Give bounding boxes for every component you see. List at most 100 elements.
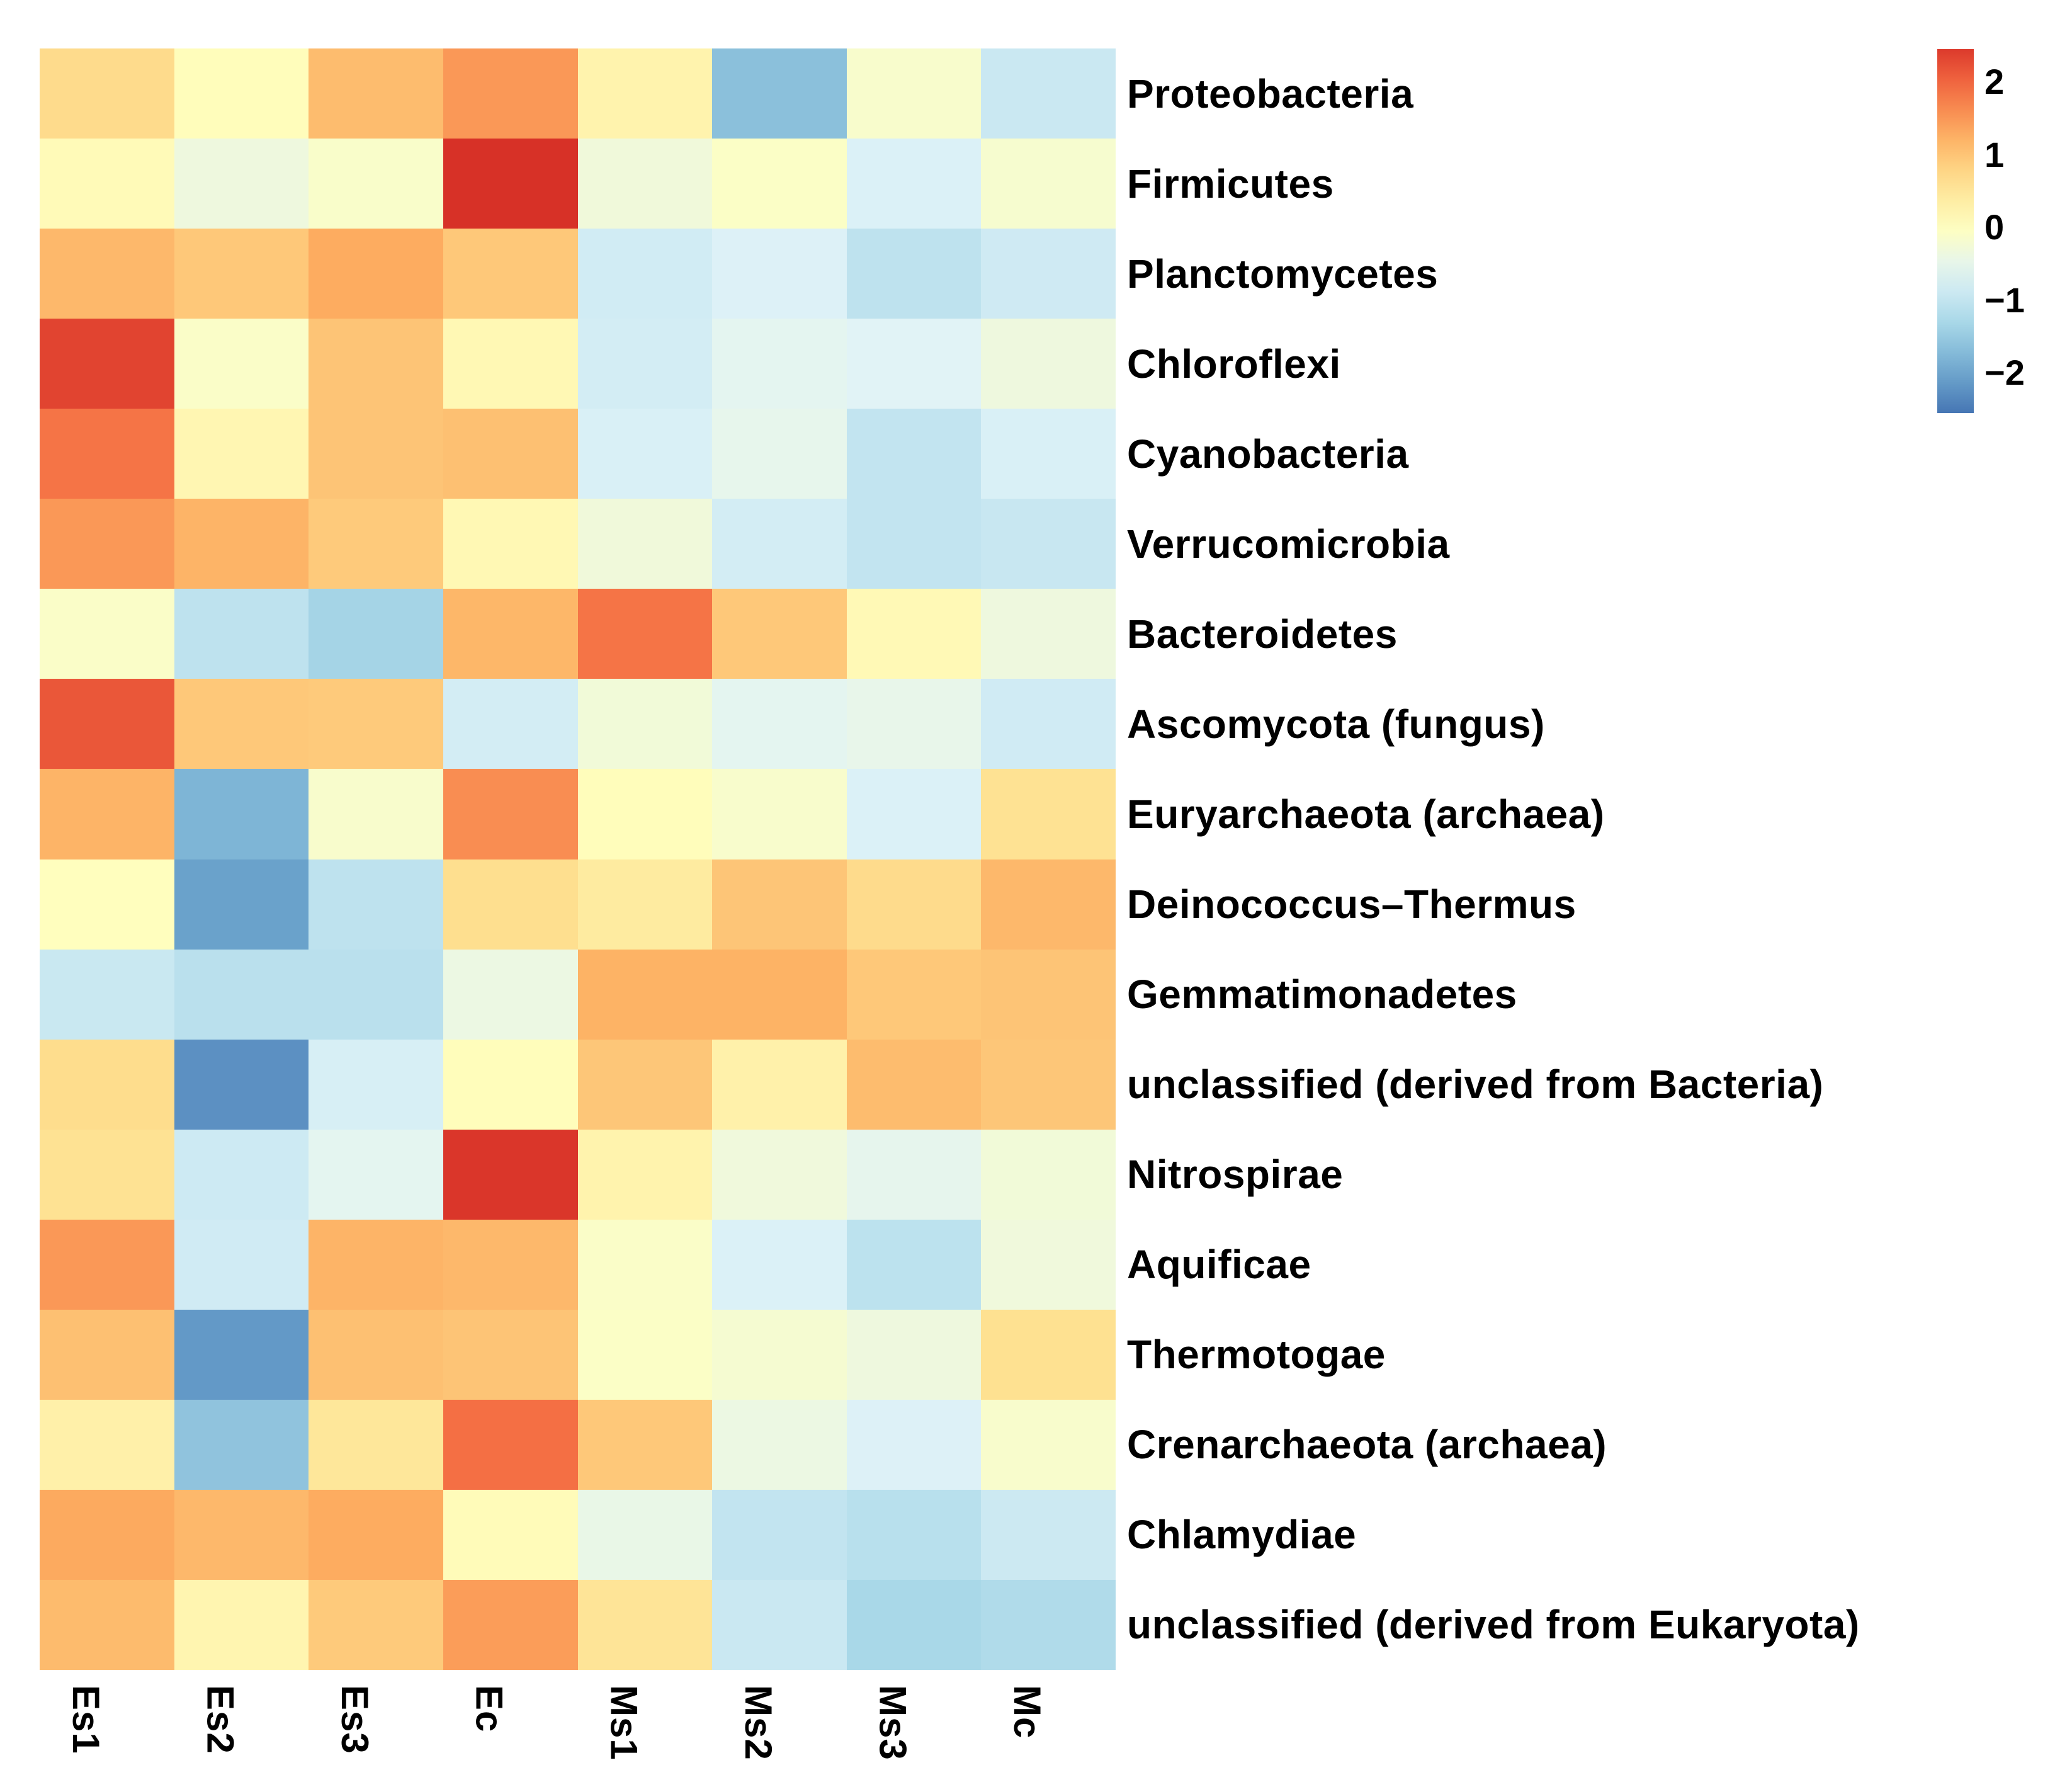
heatmap-cell-16-0 [40, 1489, 174, 1580]
heatmap-cell-7-1 [174, 679, 309, 769]
heatmap-cell-5-4 [577, 499, 713, 589]
heatmap-cell-4-4 [577, 409, 713, 499]
heatmap-cell-9-4 [577, 859, 713, 950]
heatmap-cell-5-2 [309, 499, 443, 589]
heatmap-cell-6-4 [577, 589, 713, 679]
heatmap-cell-13-6 [846, 1219, 982, 1310]
heatmap-cell-1-3 [443, 139, 578, 229]
heatmap-cell-7-5 [712, 679, 847, 769]
heatmap-cell-4-6 [846, 409, 982, 499]
heatmap-cell-4-5 [712, 409, 847, 499]
heatmap-cell-16-7 [981, 1489, 1116, 1580]
row-label: Euryarchaeota (archaea) [1127, 791, 1605, 837]
heatmap-cell-9-6 [846, 859, 982, 950]
col-label: Es1 [64, 1685, 107, 1754]
heatmap-cell-8-1 [174, 769, 309, 859]
heatmap-cell-17-5 [712, 1579, 847, 1670]
heatmap-cell-16-5 [712, 1489, 847, 1580]
heatmap-cell-4-2 [309, 409, 443, 499]
heatmap-cell-14-2 [309, 1309, 443, 1400]
heatmap-cell-12-2 [309, 1129, 443, 1220]
legend-tick-label: −1 [1984, 280, 2025, 320]
heatmap-cell-14-7 [981, 1309, 1116, 1400]
heatmap-cell-10-1 [174, 949, 309, 1040]
heatmap-cell-1-7 [981, 139, 1116, 229]
col-label: Es3 [334, 1685, 376, 1754]
heatmap-cell-11-3 [443, 1039, 578, 1130]
heatmap-cell-12-5 [712, 1129, 847, 1220]
heatmap-cell-10-6 [846, 949, 982, 1040]
heatmap-cell-17-3 [443, 1579, 578, 1670]
row-label: Ascomycota (fungus) [1127, 701, 1545, 747]
heatmap-cell-3-2 [309, 319, 443, 409]
row-label: Chloroflexi [1127, 341, 1341, 387]
heatmap-cell-8-6 [846, 769, 982, 859]
heatmap-cell-13-3 [443, 1219, 578, 1310]
heatmap-cell-8-4 [577, 769, 713, 859]
heatmap-cell-10-0 [40, 949, 174, 1040]
heatmap-cell-7-0 [40, 679, 174, 769]
heatmap-cell-11-6 [846, 1039, 982, 1130]
row-label: Gemmatimonadetes [1127, 972, 1517, 1018]
heatmap-cell-9-5 [712, 859, 847, 950]
heatmap-cell-3-3 [443, 319, 578, 409]
heatmap-cell-15-4 [577, 1399, 713, 1490]
legend-tick-label: −2 [1984, 353, 2025, 393]
heatmap-cell-15-7 [981, 1399, 1116, 1490]
row-label: Deinococcus–Thermus [1127, 882, 1577, 928]
heatmap-cell-8-5 [712, 769, 847, 859]
heatmap-cell-11-7 [981, 1039, 1116, 1130]
heatmap-cell-13-7 [981, 1219, 1116, 1310]
heatmap-cell-3-0 [40, 319, 174, 409]
heatmap-cell-7-3 [443, 679, 578, 769]
legend-tick-label: 2 [1984, 62, 2005, 102]
heatmap-cell-2-5 [712, 229, 847, 319]
heatmap-cell-8-0 [40, 769, 174, 859]
heatmap-cell-16-2 [309, 1489, 443, 1580]
heatmap-cell-9-2 [309, 859, 443, 950]
heatmap-cell-15-6 [846, 1399, 982, 1490]
heatmap-cell-6-7 [981, 589, 1116, 679]
heatmap-cell-6-2 [309, 589, 443, 679]
heatmap-cell-12-7 [981, 1129, 1116, 1220]
heatmap-cell-0-0 [40, 48, 174, 139]
heatmap-cell-17-1 [174, 1579, 309, 1670]
heatmap-cell-5-5 [712, 499, 847, 589]
heatmap-cell-11-0 [40, 1039, 174, 1130]
heatmap-cell-1-2 [309, 139, 443, 229]
heatmap-cell-14-5 [712, 1309, 847, 1400]
heatmap-cell-5-3 [443, 499, 578, 589]
heatmap-cell-6-5 [712, 589, 847, 679]
legend-tick-label: 1 [1984, 134, 2005, 174]
heatmap-cell-11-1 [174, 1039, 309, 1130]
heatmap-cell-0-5 [712, 48, 847, 139]
heatmap-cell-9-3 [443, 859, 578, 950]
heatmap-cell-2-7 [981, 229, 1116, 319]
heatmap-cell-11-2 [309, 1039, 443, 1130]
heatmap-cell-13-4 [577, 1219, 713, 1310]
col-label: Ms2 [737, 1685, 779, 1761]
heatmap-cell-0-6 [846, 48, 982, 139]
heatmap-cell-16-3 [443, 1489, 578, 1580]
heatmap-cell-10-5 [712, 949, 847, 1040]
heatmap-cell-9-0 [40, 859, 174, 950]
heatmap-cell-17-6 [846, 1579, 982, 1670]
row-label: Verrucomicrobia [1127, 521, 1450, 567]
heatmap-cell-8-2 [309, 769, 443, 859]
heatmap-cell-10-7 [981, 949, 1116, 1040]
heatmap-cell-4-0 [40, 409, 174, 499]
heatmap-cell-3-5 [712, 319, 847, 409]
heatmap-cell-15-3 [443, 1399, 578, 1490]
row-label: Crenarchaeota (archaea) [1127, 1422, 1607, 1468]
heatmap-cell-17-7 [981, 1579, 1116, 1670]
row-label: unclassified (derived from Bacteria) [1127, 1062, 1824, 1108]
heatmap-cell-15-2 [309, 1399, 443, 1490]
heatmap-cell-3-7 [981, 319, 1116, 409]
heatmap-cell-15-5 [712, 1399, 847, 1490]
heatmap-cell-5-1 [174, 499, 309, 589]
heatmap-cell-12-0 [40, 1129, 174, 1220]
row-label: Chlamydiae [1127, 1512, 1357, 1558]
heatmap-cell-16-6 [846, 1489, 982, 1580]
heatmap-cell-3-6 [846, 319, 982, 409]
heatmap-grid [40, 48, 1116, 1670]
